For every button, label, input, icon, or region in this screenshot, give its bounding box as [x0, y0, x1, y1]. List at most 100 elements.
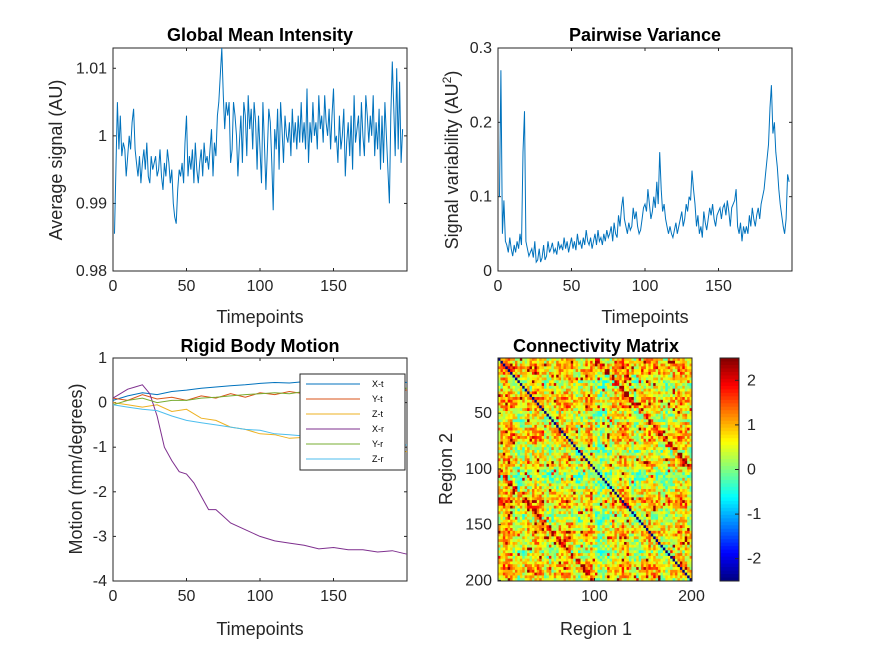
heatmap-cell [517, 494, 521, 498]
heatmap-cell [498, 430, 501, 434]
heatmap-cell [578, 410, 581, 415]
heatmap-cell [672, 369, 676, 373]
heatmap-cell [587, 522, 591, 526]
heatmap-cell [621, 402, 625, 406]
heatmap-cell [611, 366, 615, 370]
heatmap-cell [604, 489, 608, 493]
heatmap-cell [556, 461, 560, 465]
heatmap-cell [524, 491, 528, 495]
heatmap-cell [570, 514, 574, 518]
heatmap-cell [643, 469, 647, 473]
heatmap-cell [602, 497, 606, 501]
heatmap-cell [519, 466, 523, 470]
heatmap-cell [609, 494, 613, 498]
heatmap-cell [624, 463, 627, 468]
heatmap-cell [578, 380, 581, 384]
heatmap-cell [541, 388, 545, 392]
heatmap-cell [689, 458, 693, 462]
heatmap-cell [587, 458, 591, 462]
heatmap-cell [510, 374, 513, 378]
heatmap-cell [684, 475, 688, 479]
heatmap-cell [573, 514, 576, 518]
heatmap-cell [607, 419, 610, 423]
heatmap-cell [544, 449, 547, 454]
heatmap-cell [539, 491, 543, 495]
heatmap-cell [510, 491, 513, 495]
heatmap-cell [609, 516, 613, 521]
heatmap-cell [558, 441, 562, 445]
heatmap-cell [631, 516, 635, 521]
heatmap-cell [675, 511, 678, 515]
heatmap-cell [529, 469, 533, 473]
heatmap-cell [546, 430, 550, 434]
heatmap-cell [514, 363, 518, 367]
heatmap-cell [563, 525, 567, 529]
heatmap-cell [556, 391, 560, 395]
heatmap-cell [524, 369, 528, 373]
heatmap-cell [621, 494, 625, 498]
heatmap-cell [580, 394, 584, 398]
heatmap-cell [599, 489, 603, 493]
heatmap-cell [561, 358, 564, 362]
heatmap-cell [628, 525, 632, 529]
heatmap-cell [539, 472, 543, 476]
heatmap-cell [595, 374, 598, 378]
heatmap-cell [502, 472, 506, 476]
heatmap-cell [611, 449, 615, 454]
heatmap-cell [684, 491, 688, 495]
heatmap-cell [684, 516, 688, 521]
heatmap-cell [585, 383, 589, 387]
heatmap-cell [592, 383, 596, 387]
heatmap-cell [527, 377, 530, 381]
heatmap-cell [662, 452, 666, 456]
heatmap-cell [595, 394, 598, 398]
heatmap-cell [602, 369, 606, 373]
heatmap-cell [563, 358, 567, 362]
heatmap-cell [534, 477, 538, 482]
heatmap-cell [609, 377, 613, 381]
heatmap-cell [660, 500, 664, 504]
heatmap-cell [621, 422, 625, 426]
heatmap-cell [590, 405, 593, 409]
heatmap-cell [662, 511, 666, 515]
heatmap-cell [633, 399, 637, 403]
heatmap-cell [687, 477, 690, 482]
heatmap-cell [556, 410, 560, 415]
heatmap-cell [519, 402, 523, 406]
chart-title: Connectivity Matrix [513, 336, 679, 356]
heatmap-cell [514, 480, 518, 484]
heatmap-cell [582, 458, 586, 462]
heatmap-cell [645, 419, 649, 423]
heatmap-cell [524, 516, 528, 521]
heatmap-cell [667, 405, 671, 409]
heatmap-cell [682, 380, 686, 384]
heatmap-cell [675, 380, 678, 384]
heatmap-cell [536, 519, 540, 523]
heatmap-cell [624, 391, 627, 395]
heatmap-cell [534, 374, 538, 378]
heatmap-cell [650, 480, 654, 484]
heatmap-cell [675, 360, 678, 364]
heatmap-cell [592, 430, 596, 434]
heatmap-cell [667, 477, 671, 482]
heatmap-cell [582, 369, 586, 373]
heatmap-cell [609, 363, 613, 367]
heatmap-cell [633, 438, 637, 443]
heatmap-cell [667, 472, 671, 476]
heatmap-cell [633, 505, 637, 509]
heatmap-cell [670, 494, 673, 498]
heatmap-cell [582, 452, 586, 456]
heatmap-cell [514, 461, 518, 465]
heatmap-cell [684, 360, 688, 364]
heatmap-cell [684, 480, 688, 484]
heatmap-cell [614, 416, 618, 420]
heatmap-cell [512, 360, 516, 364]
heatmap-cell [536, 394, 540, 398]
heatmap-cell [556, 505, 560, 509]
heatmap-cell [502, 419, 506, 423]
heatmap-cell [561, 511, 564, 515]
heatmap-cell [556, 366, 560, 370]
heatmap-cell [578, 483, 581, 487]
heatmap-cell [626, 413, 630, 417]
heatmap-cell [541, 472, 545, 476]
